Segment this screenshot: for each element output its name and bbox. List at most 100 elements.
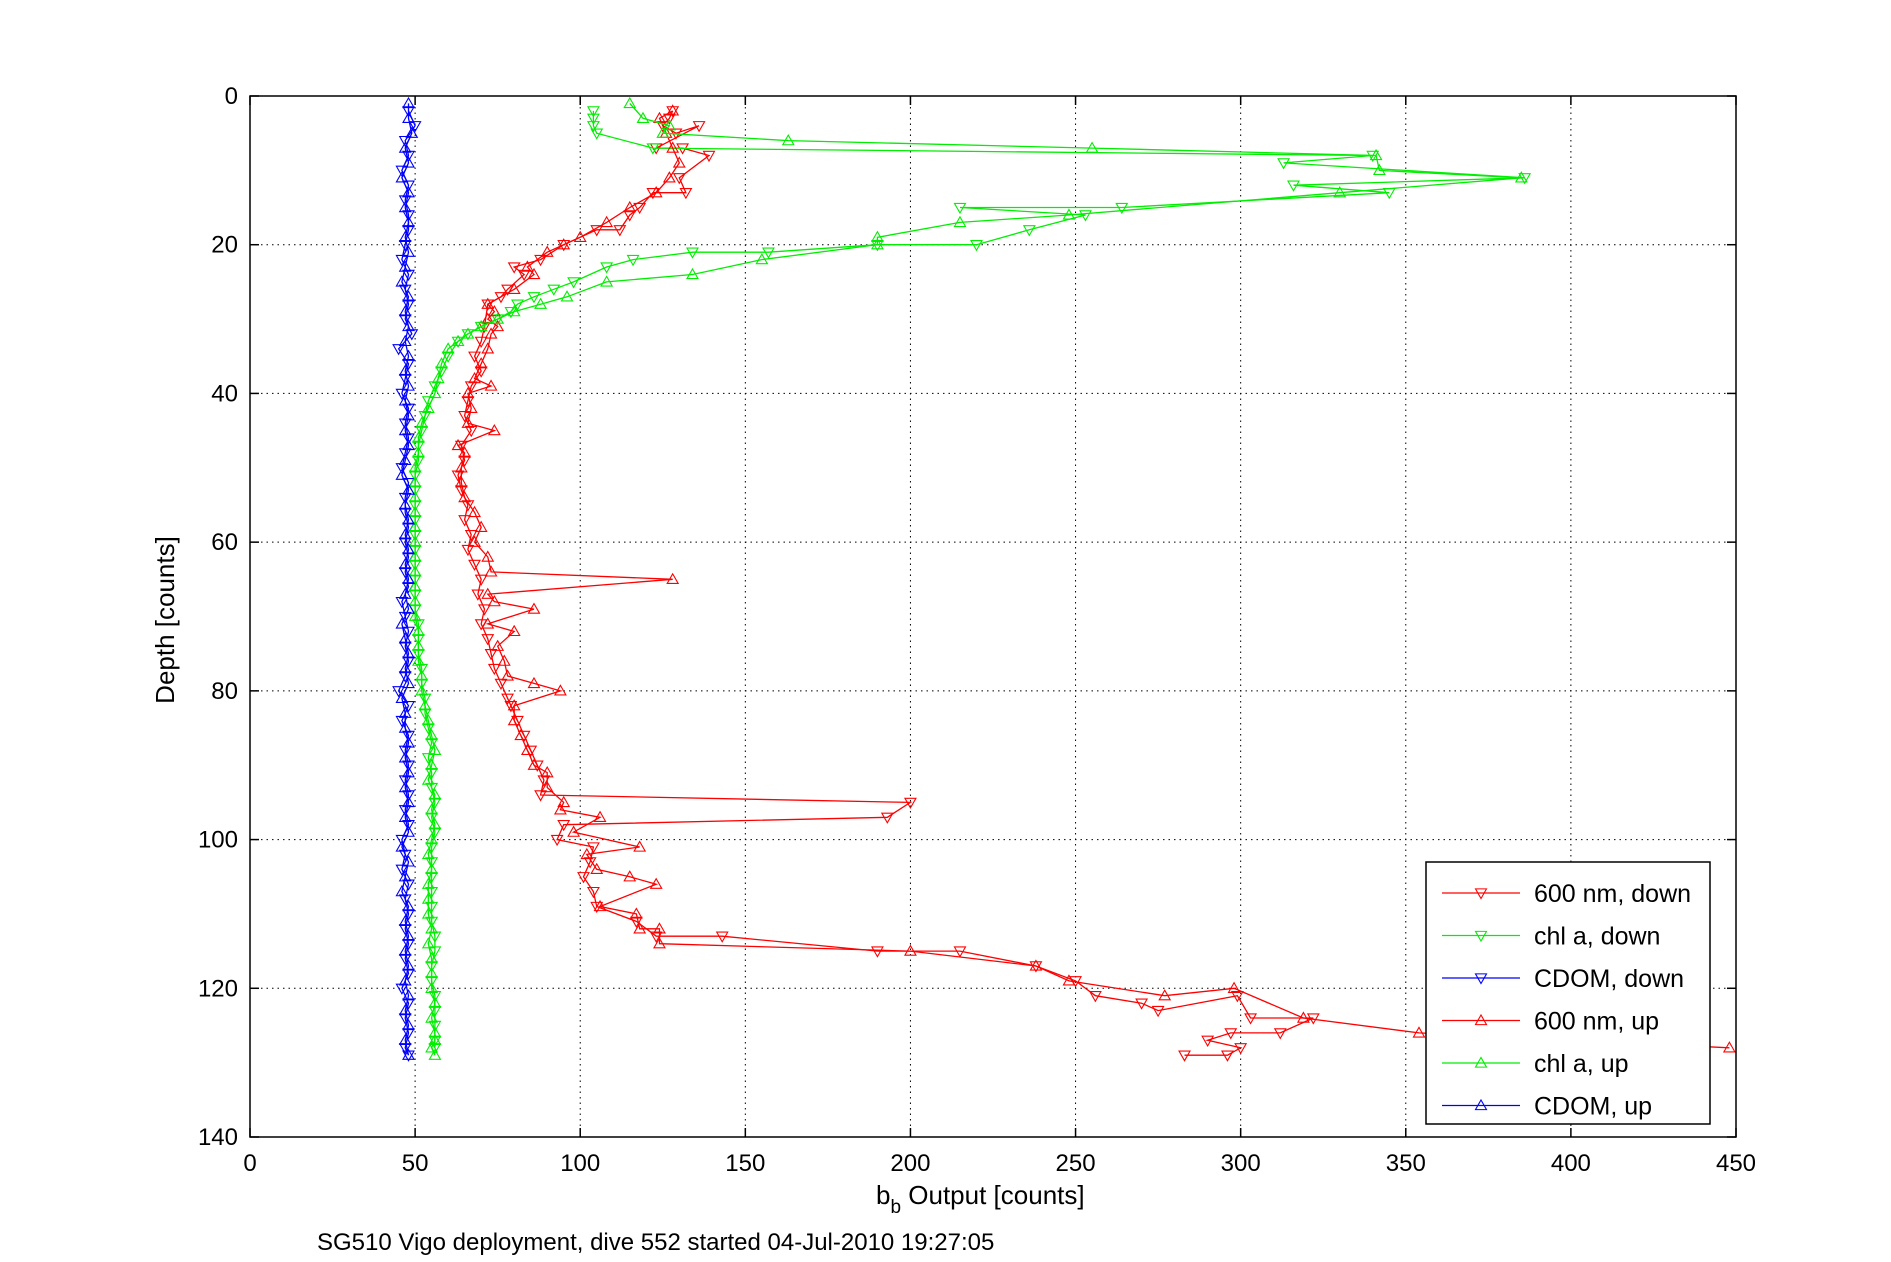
data-point-cdom-down xyxy=(398,849,412,862)
data-point-chl-a-up xyxy=(421,713,435,726)
data-point-chl-a-up xyxy=(428,788,442,800)
data-point-chl-a-down xyxy=(428,991,442,1003)
data-point-chl-a-up xyxy=(408,520,422,532)
data-point-chl-a-up xyxy=(755,252,769,265)
data-point-600-nm-up xyxy=(481,342,495,354)
data-point-chl-a-down xyxy=(1079,210,1092,222)
data-point-cdom-down xyxy=(395,254,409,267)
data-point-chl-a-down xyxy=(527,292,541,304)
data-point-600-nm-up xyxy=(1227,981,1241,993)
data-point-cdom-up xyxy=(402,215,415,228)
data-point-cdom-up xyxy=(395,691,409,703)
x-tick-label: 150 xyxy=(725,1150,765,1177)
data-point-600-nm-down xyxy=(461,396,475,408)
x-tick-label: 0 xyxy=(243,1150,256,1177)
data-point-600-nm-up xyxy=(527,758,541,770)
data-point-cdom-up xyxy=(402,111,415,123)
data-point-600-nm-up xyxy=(903,944,917,956)
data-point-chl-a-down xyxy=(435,366,448,378)
data-point-chl-a-down xyxy=(425,738,439,750)
data-point-600-nm-down xyxy=(464,530,478,542)
data-point-600-nm-down xyxy=(870,946,884,958)
data-point-chl-a-up xyxy=(431,371,445,384)
data-point-cdom-down xyxy=(398,567,412,579)
data-point-cdom-up xyxy=(398,944,412,956)
data-point-cdom-up xyxy=(398,914,412,927)
data-point-600-nm-up xyxy=(633,922,647,934)
data-point-600-nm-up xyxy=(1296,1011,1310,1023)
data-point-600-nm-down xyxy=(458,455,472,467)
data-point-600-nm-down xyxy=(903,797,917,810)
data-point-cdom-up xyxy=(402,795,415,808)
data-point-cdom-up xyxy=(398,453,412,466)
data-point-cdom-up xyxy=(398,721,412,733)
data-point-chl-a-down xyxy=(428,931,442,943)
data-point-cdom-down xyxy=(402,909,415,921)
data-point-cdom-up xyxy=(398,1033,412,1046)
legend-label: 600 nm, up xyxy=(1534,1008,1659,1036)
data-point-cdom-up xyxy=(398,394,412,406)
data-point-600-nm-up xyxy=(662,171,676,183)
data-point-cdom-down xyxy=(402,403,415,415)
data-point-600-nm-up xyxy=(507,282,521,295)
data-point-chl-a-up xyxy=(411,654,425,666)
data-point-600-nm-up xyxy=(454,476,468,488)
data-point-cdom-down xyxy=(402,150,415,163)
data-point-cdom-up xyxy=(398,423,412,436)
data-point-cdom-down xyxy=(402,701,415,713)
data-point-600-nm-down xyxy=(1230,991,1244,1003)
data-point-600-nm-up xyxy=(593,810,607,822)
data-point-cdom-down xyxy=(395,463,409,475)
data-point-chl-a-up xyxy=(415,684,429,696)
data-point-600-nm-up xyxy=(507,713,521,726)
data-point-cdom-down xyxy=(395,983,409,995)
data-point-cdom-up xyxy=(398,870,412,882)
data-point-600-nm-down xyxy=(557,820,571,832)
x-axis-label-subscript: b xyxy=(890,1197,901,1218)
data-point-600-nm-up xyxy=(487,423,501,436)
x-axis-label: bb Output [counts] xyxy=(876,1180,1085,1218)
x-axis-label-b: b xyxy=(876,1180,890,1210)
data-point-600-nm-up xyxy=(484,327,498,339)
data-point-cdom-up xyxy=(398,528,412,540)
data-point-chl-a-up xyxy=(636,111,650,123)
data-point-cdom-down xyxy=(398,314,412,326)
data-point-600-nm-up xyxy=(666,104,680,116)
x-tick-label: 450 xyxy=(1716,1150,1756,1177)
data-point-600-nm-up xyxy=(464,401,478,413)
x-tick-label: 200 xyxy=(890,1150,930,1177)
data-point-600-nm-up xyxy=(484,379,498,391)
data-point-600-nm-up xyxy=(491,639,505,651)
data-point-chl-a-up xyxy=(425,1011,439,1023)
data-point-cdom-down xyxy=(398,894,412,906)
data-point-600-nm-down xyxy=(692,121,706,133)
data-point-chl-a-down xyxy=(421,753,435,765)
data-point-cdom-down xyxy=(402,968,415,981)
data-point-cdom-down xyxy=(392,686,406,698)
series-chl-a-up xyxy=(408,96,1528,1060)
data-point-chl-a-up xyxy=(425,981,439,993)
data-point-cdom-down xyxy=(402,879,415,891)
x-tick-label: 250 xyxy=(1056,1150,1096,1177)
data-point-chl-a-up xyxy=(441,342,455,354)
data-point-chl-a-up xyxy=(425,803,439,815)
data-point-chl-a-down xyxy=(586,121,600,133)
legend-marker xyxy=(1474,973,1488,985)
y-tick-label: 120 xyxy=(198,975,238,1002)
data-point-600-nm-down xyxy=(464,425,478,438)
data-point-600-nm-down xyxy=(1151,1005,1165,1018)
data-point-cdom-up xyxy=(402,319,415,332)
data-point-600-nm-up xyxy=(540,766,554,778)
data-point-cdom-up xyxy=(402,647,415,659)
legend-box xyxy=(1425,861,1711,1125)
data-point-600-nm-up xyxy=(451,438,465,451)
data-point-cdom-up xyxy=(398,557,412,570)
data-point-chl-a-down xyxy=(428,827,442,839)
data-point-600-nm-up xyxy=(629,907,643,919)
data-point-chl-a-up xyxy=(507,305,521,317)
data-point-600-nm-down xyxy=(550,834,564,847)
data-point-chl-a-up xyxy=(421,937,435,949)
data-point-chl-a-down xyxy=(686,247,699,259)
data-point-chl-a-up xyxy=(408,609,422,622)
data-point-600-nm-up xyxy=(623,870,637,882)
